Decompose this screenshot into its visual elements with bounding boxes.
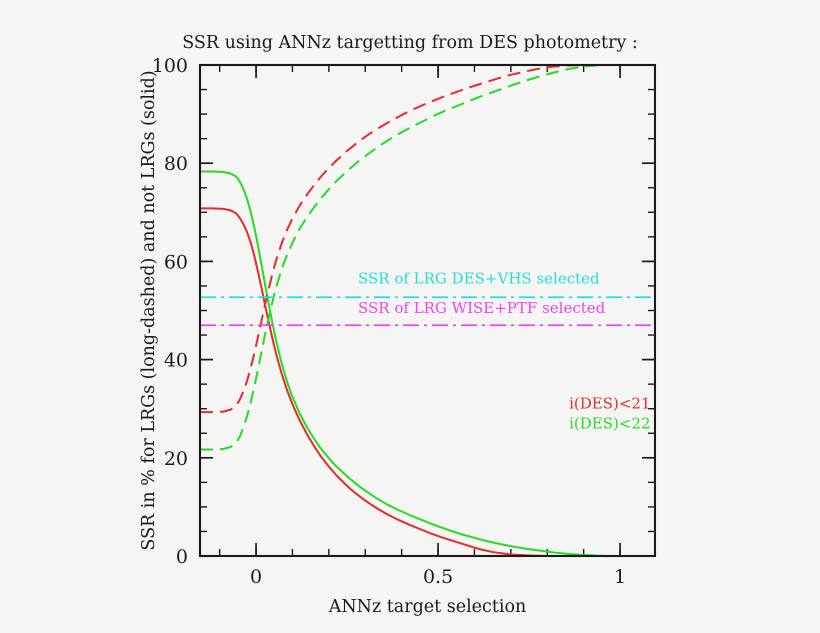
series-line-3 bbox=[200, 64, 602, 451]
label-des-vhs: SSR of LRG DES+VHS selected bbox=[358, 269, 600, 287]
x-tick-label: 1 bbox=[614, 566, 626, 588]
x-tick-label: 0.5 bbox=[423, 566, 453, 588]
x-tick-label: 0 bbox=[250, 566, 262, 588]
x-axis-title: ANNz target selection bbox=[328, 597, 527, 617]
legend-i-des-21: i(DES)<21 bbox=[569, 395, 650, 413]
y-tick-label: 20 bbox=[164, 448, 188, 470]
y-axis-title: SSR in % for LRGs (long-dashed) and not … bbox=[139, 70, 159, 550]
y-tick-label: 40 bbox=[164, 350, 188, 372]
tick-labels: 0 0.5 1 0 20 40 60 80 100 bbox=[152, 55, 626, 588]
plot-frame bbox=[198, 63, 657, 558]
y-tick-label: 0 bbox=[176, 546, 188, 568]
series-line-0 bbox=[200, 207, 602, 557]
reference-lines bbox=[200, 296, 655, 327]
y-tick-label: 60 bbox=[164, 251, 188, 273]
y-tick-label: 100 bbox=[152, 55, 188, 77]
chart-title: SSR using ANNz targetting from DES photo… bbox=[182, 33, 638, 53]
series-line-1 bbox=[200, 170, 606, 557]
y-tick-label: 80 bbox=[164, 153, 188, 175]
series-line-2 bbox=[200, 64, 602, 414]
chart-annotations: i(DES)<21i(DES)<22 SSR of LRG DES+VHS sel… bbox=[358, 269, 651, 432]
label-wise-ptf: SSR of LRG WISE+PTF selected bbox=[358, 299, 606, 317]
legend-i-des-22: i(DES)<22 bbox=[569, 414, 650, 432]
data-curves bbox=[200, 64, 606, 557]
